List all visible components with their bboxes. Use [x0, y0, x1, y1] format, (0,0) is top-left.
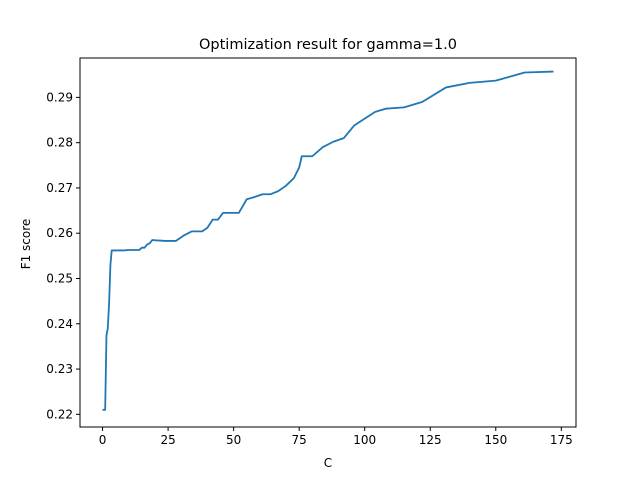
- chart-title: Optimization result for gamma=1.0: [199, 37, 457, 53]
- x-tick-label: 125: [419, 433, 442, 447]
- y-tick-label: 0.27: [46, 181, 73, 195]
- x-axis-label: C: [324, 456, 332, 470]
- plot-frame: [79, 57, 577, 428]
- x-tick-label: 150: [484, 433, 507, 447]
- x-tick-label: 100: [353, 433, 376, 447]
- y-axis-label: F1 score: [19, 219, 33, 270]
- x-tick-label: 0: [99, 433, 107, 447]
- x-tick-label: 75: [292, 433, 307, 447]
- y-tick-label: 0.28: [46, 136, 73, 150]
- x-tick-label: 175: [550, 433, 573, 447]
- y-tick-label: 0.24: [46, 317, 73, 331]
- x-tick-label: 50: [226, 433, 241, 447]
- y-tick-label: 0.25: [46, 271, 73, 285]
- y-tick-label: 0.23: [46, 362, 73, 376]
- y-tick-label: 0.26: [46, 226, 73, 240]
- series-line-0: [102, 70, 554, 411]
- x-tick-label: 25: [160, 433, 175, 447]
- y-tick-label: 0.29: [46, 90, 73, 104]
- y-tick-label: 0.22: [46, 407, 73, 421]
